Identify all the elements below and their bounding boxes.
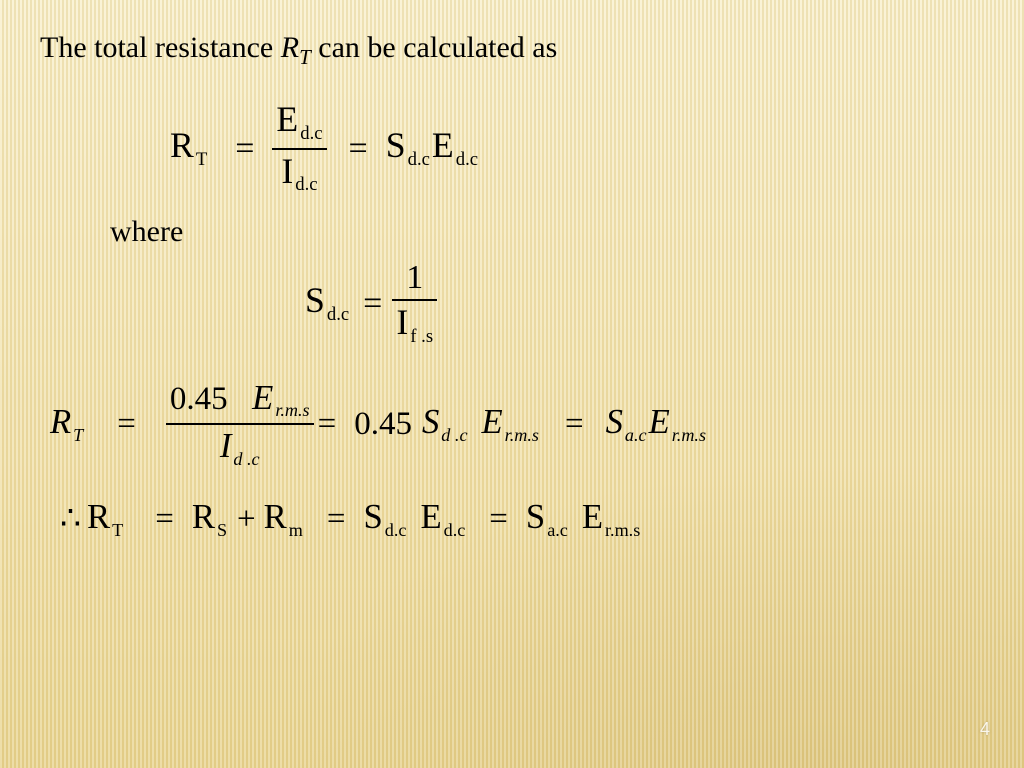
eq1-eq1: = [235,132,254,166]
eq3-E2: E [482,403,503,441]
eq3-I-sub: d .c [233,449,259,469]
eq4-Sdc: Sd.c [364,500,407,539]
eq3-S-sub: d .c [441,425,467,445]
eq4-Rm-sub: m [289,520,303,540]
page-number: 4 [980,719,990,740]
eq4-S2-sub: a.c [547,520,568,540]
eq3-Sac: Sa.c [606,405,647,444]
eq2-S: S [305,280,325,320]
eq4-Rm: R [264,498,287,536]
eq2-Sdc: Sd.c [305,283,349,325]
eq1-E: E [276,99,298,139]
eq4-R-sub: T [112,520,123,540]
eq3-coef2: 0.45 [354,408,412,441]
eq3-S2: S [606,403,623,441]
eq4-Rs-sub: S [217,520,227,540]
equation-1: RT = Ed.c Id.c = Sd.c Ed.c [170,100,984,197]
eq4-S-sub: d.c [385,520,407,540]
intro-prefix: The total resistance [40,31,281,64]
eq3-Erms2: Er.m.s [649,405,706,444]
eq3-frac: 0.45 Er.m.s Id .c [166,379,314,471]
eq3-den: Id .c [216,427,264,470]
eq4-plus: + [237,503,256,536]
eq1-S: S [386,125,406,165]
eq1-frac: Ed.c Id.c [272,100,326,197]
eq3-eq1: = [117,408,136,441]
eq3-R: R [50,403,71,441]
eq2-den: If .s [392,303,437,349]
intro-R-sub: T [299,45,311,69]
eq3-E-sub: r.m.s [275,400,309,420]
intro-text: The total resistance RT can be calculate… [40,30,984,70]
eq1-I-sub: d.c [295,174,317,195]
eq4-Erms: Er.m.s [582,500,640,539]
eq3-Sdc: Sd .c [422,405,468,444]
where-label: where [110,215,984,249]
eq3-eq2: = [318,408,337,441]
eq1-Sdc: Sd.c [386,128,430,170]
eq4-E-sub: d.c [444,520,466,540]
equation-3: RT = 0.45 Er.m.s Id .c = 0.45 Sd .c Er.m… [50,379,984,471]
eq1-RT: RT [170,128,207,170]
eq4-E: E [420,498,441,536]
eq4-RS: RS [192,500,227,539]
eq3-eq3: = [565,408,584,441]
equation-2: Sd.c = 1 If .s [305,259,984,349]
eq1-R-sub: T [196,149,207,170]
eq2-frac: 1 If .s [392,259,437,349]
eq4-eq2: = [327,503,346,536]
eq2-I-sub: f .s [410,326,433,347]
eq4-Rm: Rm [264,500,303,539]
therefore-symbol: ∴ [60,503,81,536]
eq1-den: Id.c [277,152,321,198]
eq3-S: S [422,403,439,441]
fraction-bar [272,148,326,150]
equation-4: ∴ RT = RS + Rm = Sd.c Ed.c = Sa.c [60,500,984,539]
eq1-E-sub: d.c [300,123,322,144]
eq4-S: S [364,498,383,536]
fraction-bar [392,299,437,301]
intro-R: R [281,31,299,64]
eq1-E2: E [432,125,454,165]
eq4-S2: S [526,498,545,536]
eq2-eq: = [363,287,382,321]
eq4-R: R [87,498,110,536]
eq4-Rs: R [192,498,215,536]
eq1-eq2: = [349,132,368,166]
eq3-R-sub: T [73,425,83,445]
intro-suffix: can be calculated as [311,31,558,64]
eq3-num: 0.45 Er.m.s [166,379,314,422]
eq4-eq1: = [155,503,174,536]
eq3-coef1: 0.45 [170,381,228,417]
eq4-E2-sub: r.m.s [605,520,640,540]
eq4-Edc: Ed.c [420,500,465,539]
eq3-RT: RT [50,405,83,444]
eq1-S-sub: d.c [408,149,430,170]
eq3-S2-sub: a.c [625,425,647,445]
eq2-I: I [396,302,408,342]
fraction-bar [166,423,314,425]
eq3-E3: E [649,403,670,441]
eq1-I: I [281,151,293,191]
eq4-E2: E [582,498,603,536]
eq3-E2-sub: r.m.s [505,425,539,445]
slide-content: The total resistance RT can be calculate… [40,30,984,539]
eq2-num: 1 [402,259,427,297]
eq1-Edc: Ed.c [432,128,478,170]
eq3-E3-sub: r.m.s [672,425,706,445]
eq4-Sac: Sa.c [526,500,568,539]
eq1-num: Ed.c [272,100,326,146]
eq3-I: I [220,427,232,465]
eq1-E2-sub: d.c [456,149,478,170]
eq4-eq3: = [489,503,508,536]
eq1-R: R [170,125,194,165]
eq3-Erms: Er.m.s [482,405,539,444]
eq3-E: E [252,379,273,417]
eq2-S-sub: d.c [327,304,349,325]
eq4-RT: RT [87,500,123,539]
